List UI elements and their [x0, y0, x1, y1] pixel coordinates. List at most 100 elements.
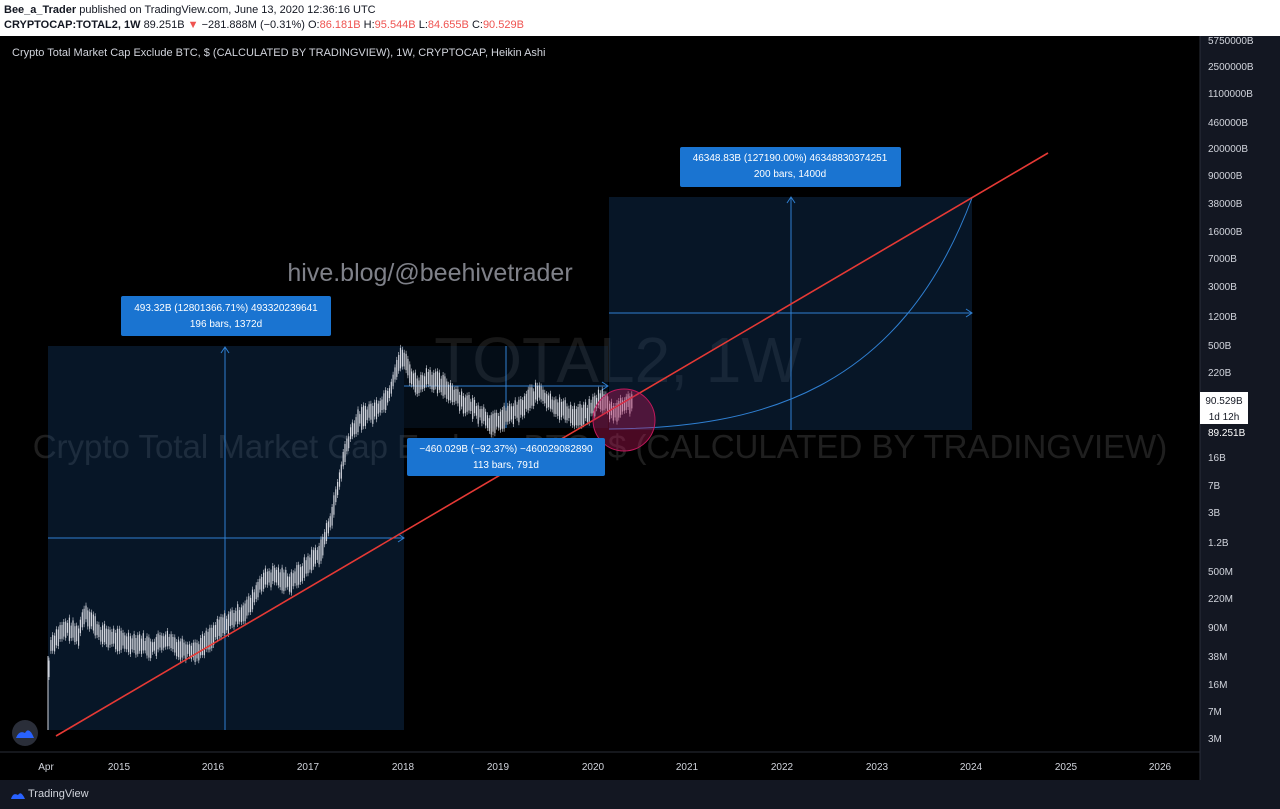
measurement-label-2[interactable]: −460.029B (−92.37%) −460029082890 113 ba… — [407, 438, 605, 476]
footer-brand[interactable]: TradingView — [28, 788, 89, 800]
candle-body — [129, 636, 131, 654]
candle-body — [78, 628, 80, 646]
candle-body — [394, 367, 396, 380]
candle-body — [211, 627, 213, 649]
candle-body — [566, 406, 568, 421]
candle-body — [227, 614, 229, 634]
publication-info: Bee_a_Trader published on TradingView.co… — [4, 4, 376, 16]
candle-body — [579, 404, 581, 425]
candle-body — [231, 610, 233, 626]
candle-body — [87, 610, 89, 627]
candle-body — [479, 409, 481, 418]
candle-body — [105, 628, 107, 645]
open-value: 86.181B — [319, 19, 361, 31]
candle-body — [127, 632, 130, 653]
x-tick-label: 2026 — [1149, 762, 1172, 773]
candle-body — [203, 635, 205, 656]
candle-body — [446, 381, 448, 399]
y-tick-label: 38M — [1208, 652, 1227, 663]
y-tick-label: 90000B — [1208, 171, 1243, 182]
candle-body — [50, 640, 52, 651]
candle-body — [159, 635, 161, 648]
candle-body — [157, 633, 159, 650]
time-axis-labels: Apr 2015 2016 2017 2018 2019 2020 2021 2022 2023 2… — [38, 762, 1171, 773]
measurement-label-3[interactable]: 46348.83B (127190.00%) 46348830374251 20… — [680, 147, 901, 187]
candle-body — [499, 411, 501, 430]
candle-body — [409, 364, 411, 383]
candle-body — [583, 404, 585, 425]
candle-body — [318, 545, 320, 565]
candle-body — [235, 610, 237, 622]
candle-body — [98, 624, 100, 637]
candle-body — [457, 389, 459, 404]
candle-body — [494, 412, 496, 434]
author-name[interactable]: Bee_a_Trader — [4, 4, 77, 16]
candle-body — [148, 637, 150, 658]
highlight-circle[interactable] — [592, 388, 656, 452]
candle-body — [366, 409, 368, 421]
candle-body — [412, 373, 415, 387]
candle-body — [179, 641, 181, 660]
candle-body — [570, 404, 572, 424]
measurement-label-1[interactable]: 493.32B (12801366.71%) 493320239641 196 … — [121, 296, 331, 336]
candle-body — [564, 400, 566, 420]
candle-body — [401, 349, 403, 367]
candle-body — [510, 406, 513, 420]
candle-body — [490, 415, 492, 435]
candle-body — [313, 550, 315, 567]
candle-body — [522, 400, 524, 417]
x-tick-label: 2021 — [676, 762, 699, 773]
candle-body — [68, 617, 70, 641]
x-tick-label: 2015 — [108, 762, 131, 773]
prev-price-label: 89.251B — [1208, 428, 1246, 439]
tradingview-badge[interactable] — [12, 720, 38, 746]
candle-body — [461, 391, 463, 407]
candle-body — [472, 398, 474, 419]
candle-body — [425, 368, 427, 385]
candle-body — [124, 635, 126, 649]
candle-body — [535, 382, 537, 400]
candle-body — [355, 417, 357, 434]
price-axis-labels: 5750000B 2500000B 1100000B 460000B 200000B 90… — [1208, 36, 1254, 745]
candle-body — [189, 644, 191, 657]
candle-body — [592, 396, 594, 414]
candle-body — [509, 403, 511, 421]
candle-body — [523, 396, 526, 416]
candle-body — [383, 393, 385, 410]
candle-body — [301, 566, 303, 581]
candle-body — [374, 402, 376, 417]
candle-body — [316, 550, 318, 560]
price-change: −281.888M (−0.31%) — [201, 19, 305, 31]
candle-body — [290, 572, 292, 593]
candle-body — [403, 352, 405, 367]
candle-body — [300, 567, 302, 582]
candle-body — [155, 637, 157, 656]
candle-body — [481, 408, 483, 424]
candle-body — [555, 399, 557, 414]
candle-body — [131, 638, 133, 650]
candle-body — [577, 407, 579, 426]
candle-body — [209, 627, 211, 650]
candle-body — [270, 572, 272, 588]
candle-body — [150, 641, 152, 659]
y-tick-label: 16000B — [1208, 227, 1243, 238]
candle-body — [433, 372, 435, 390]
candle-body — [83, 608, 85, 625]
candle-body — [233, 613, 235, 627]
price-chart[interactable]: Crypto Total Market Cap Exclude BTC, $ (… — [0, 36, 1280, 780]
candle-body — [621, 400, 624, 412]
candle-body — [329, 516, 331, 528]
x-tick-label: 2017 — [297, 762, 320, 773]
candle-body — [464, 397, 466, 414]
candle-body — [201, 634, 204, 655]
candle-body — [222, 617, 224, 633]
candle-body — [546, 394, 548, 409]
candle-body — [263, 572, 265, 589]
candle-body — [616, 402, 618, 422]
candle-body — [288, 576, 291, 592]
candle-body — [607, 396, 609, 412]
candle-body — [381, 399, 383, 410]
candle-body — [246, 599, 248, 616]
candle-body — [338, 472, 341, 487]
candle-body — [553, 400, 555, 414]
